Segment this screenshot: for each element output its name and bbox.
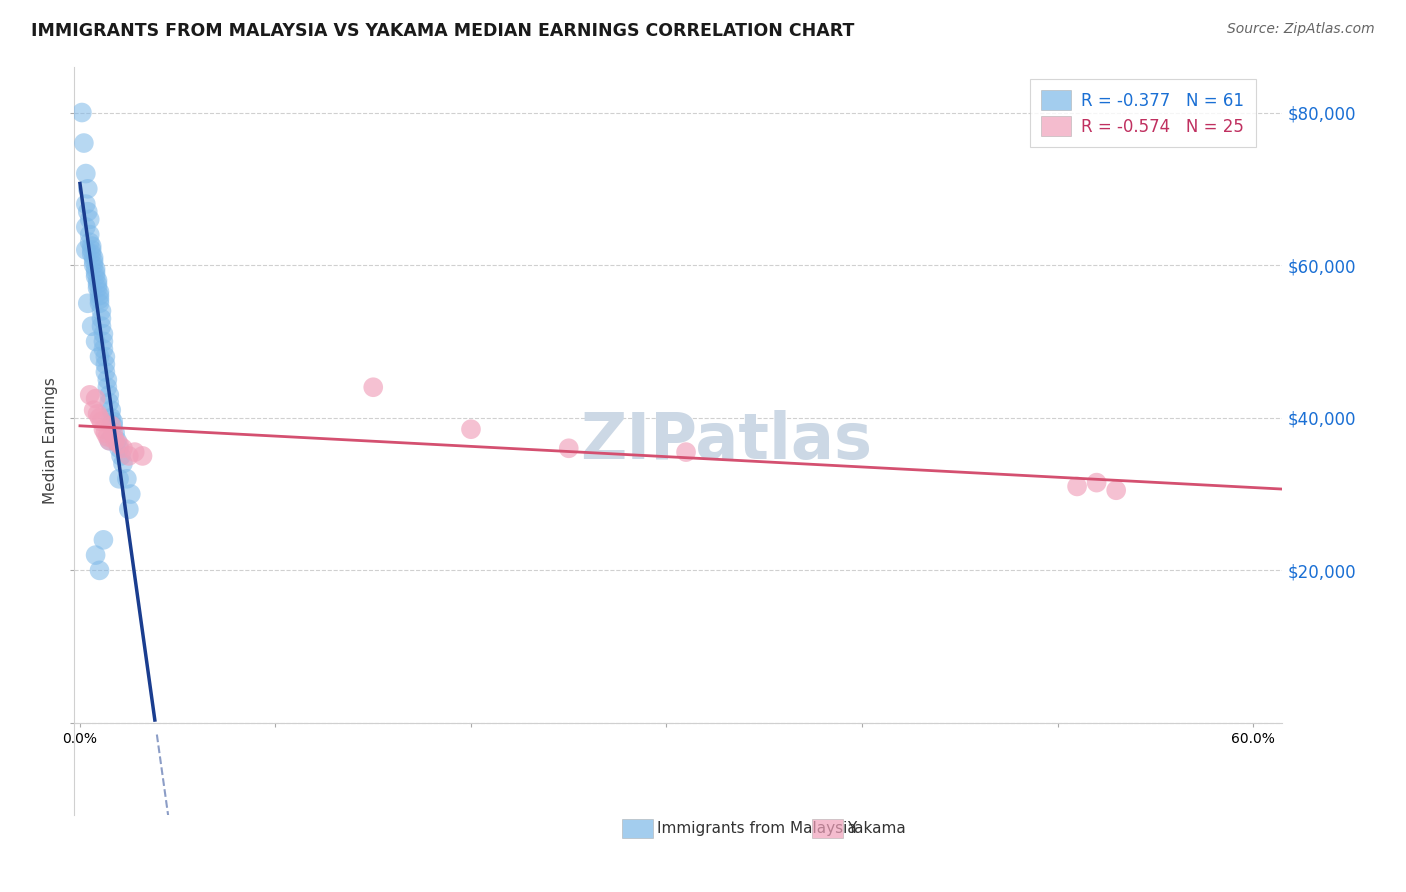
Point xyxy=(86,277,108,292)
Point xyxy=(93,342,115,356)
Text: ZIPatlas: ZIPatlas xyxy=(581,409,873,472)
Point xyxy=(103,415,125,429)
Point xyxy=(89,563,111,577)
Point xyxy=(75,243,97,257)
Point xyxy=(80,243,103,257)
Y-axis label: Median Earnings: Median Earnings xyxy=(44,377,58,504)
Point xyxy=(118,449,141,463)
Point xyxy=(110,449,132,463)
Point xyxy=(76,296,98,310)
Point xyxy=(98,434,121,448)
Point xyxy=(84,334,107,349)
Point xyxy=(93,533,115,547)
Point xyxy=(108,437,131,451)
Point xyxy=(105,434,128,448)
Point xyxy=(124,445,146,459)
Point xyxy=(94,365,117,379)
Point xyxy=(83,251,105,265)
Point xyxy=(84,262,107,277)
Point xyxy=(80,246,103,260)
Point xyxy=(89,293,111,307)
Point xyxy=(361,380,384,394)
Point xyxy=(100,403,122,417)
Text: Immigrants from Malaysia: Immigrants from Malaysia xyxy=(657,822,858,836)
Text: Yakama: Yakama xyxy=(846,822,905,836)
Point xyxy=(75,167,97,181)
Point xyxy=(98,395,121,409)
Point xyxy=(558,442,581,456)
Point xyxy=(98,388,121,402)
Point xyxy=(104,434,127,448)
Point xyxy=(104,425,127,440)
Point xyxy=(100,418,122,433)
Point xyxy=(75,219,97,234)
Point xyxy=(79,235,101,250)
Point xyxy=(108,442,131,456)
Point xyxy=(675,445,697,459)
Point xyxy=(80,239,103,253)
Point xyxy=(90,319,112,334)
Point xyxy=(100,410,122,425)
Point xyxy=(70,105,93,120)
Text: Source: ZipAtlas.com: Source: ZipAtlas.com xyxy=(1227,22,1375,37)
Point xyxy=(89,410,111,425)
Text: IMMIGRANTS FROM MALAYSIA VS YAKAMA MEDIAN EARNINGS CORRELATION CHART: IMMIGRANTS FROM MALAYSIA VS YAKAMA MEDIA… xyxy=(31,22,855,40)
Point xyxy=(111,457,134,471)
Point xyxy=(79,227,101,242)
Point xyxy=(83,258,105,272)
Point xyxy=(76,182,98,196)
Point xyxy=(94,350,117,364)
Point xyxy=(93,334,115,349)
Point xyxy=(118,502,141,516)
Point xyxy=(94,357,117,371)
Legend: R = -0.377   N = 61, R = -0.574   N = 25: R = -0.377 N = 61, R = -0.574 N = 25 xyxy=(1029,78,1256,147)
Point xyxy=(80,319,103,334)
Point xyxy=(1105,483,1128,498)
Point xyxy=(84,269,107,284)
Point xyxy=(86,273,108,287)
Point xyxy=(84,548,107,562)
Point xyxy=(90,311,112,326)
Point xyxy=(86,281,108,295)
Point xyxy=(89,288,111,302)
Point xyxy=(1085,475,1108,490)
Point xyxy=(89,350,111,364)
Point xyxy=(1066,479,1088,493)
Point xyxy=(98,434,121,448)
Point xyxy=(84,266,107,280)
Point xyxy=(103,425,125,440)
Point xyxy=(83,254,105,268)
Point xyxy=(111,442,134,456)
Point xyxy=(93,326,115,341)
Point xyxy=(96,430,118,444)
Point xyxy=(115,472,138,486)
Point xyxy=(90,415,112,429)
Point xyxy=(93,422,115,436)
Point xyxy=(79,212,101,227)
Point xyxy=(96,373,118,387)
Point xyxy=(131,449,153,463)
Point xyxy=(108,472,131,486)
Point xyxy=(76,204,98,219)
Point xyxy=(89,285,111,299)
Point xyxy=(90,304,112,318)
Point xyxy=(103,418,125,433)
Point xyxy=(83,403,105,417)
Point xyxy=(86,407,108,421)
Point xyxy=(75,197,97,211)
Point xyxy=(120,487,142,501)
Point xyxy=(89,296,111,310)
Point xyxy=(460,422,482,436)
Point xyxy=(79,388,101,402)
Point xyxy=(96,380,118,394)
Point xyxy=(73,136,96,150)
Point xyxy=(94,425,117,440)
Point xyxy=(84,392,107,406)
